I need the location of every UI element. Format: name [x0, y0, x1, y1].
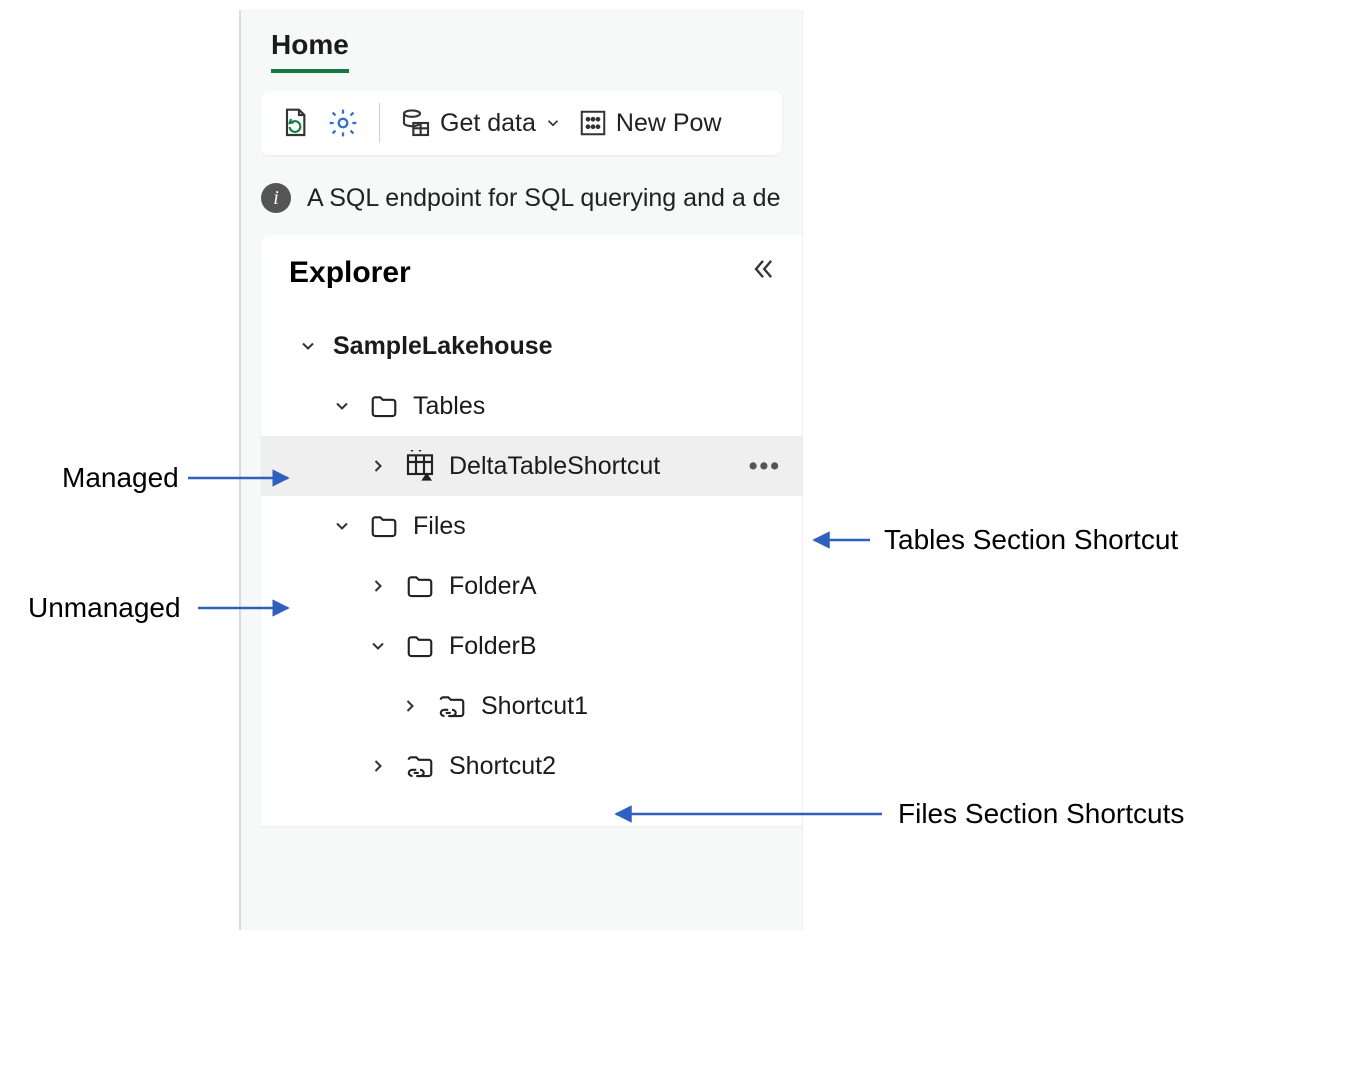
app-panel: Home: [239, 10, 803, 930]
tree-node-folder-a-label: FolderA: [449, 572, 537, 601]
new-pow-label: New Pow: [616, 109, 722, 138]
tab-home[interactable]: Home: [271, 29, 349, 73]
tree-node-tables[interactable]: Tables: [261, 376, 803, 436]
tree-node-shortcut2[interactable]: Shortcut2: [261, 736, 803, 796]
refresh-button[interactable]: [279, 107, 311, 139]
tree-node-files-label: Files: [413, 512, 466, 541]
folder-shortcut-icon: [403, 751, 437, 781]
chevron-right-icon: [365, 756, 391, 776]
annotation-unmanaged: Unmanaged: [28, 592, 181, 624]
chevron-down-icon: [329, 396, 355, 416]
chevron-down-icon: [295, 336, 321, 356]
chevron-double-left-icon: [749, 255, 777, 283]
refresh-icon: [279, 107, 311, 139]
database-table-icon: [400, 107, 432, 139]
arrow-unmanaged: [198, 598, 298, 618]
new-pow-button[interactable]: New Pow: [578, 108, 722, 138]
tree-node-tables-label: Tables: [413, 392, 485, 421]
tree-node-delta-shortcut-label: DeltaTableShortcut: [449, 452, 660, 481]
tab-row: Home: [241, 11, 802, 73]
tree-node-folder-a[interactable]: FolderA: [261, 556, 803, 616]
chevron-down-icon: [329, 516, 355, 536]
tree-root-label: SampleLakehouse: [333, 332, 553, 361]
tree-node-files[interactable]: Files: [261, 496, 803, 556]
get-data-label: Get data: [440, 109, 536, 138]
annotation-managed: Managed: [62, 462, 179, 494]
tree-node-delta-shortcut[interactable]: DeltaTableShortcut •••: [261, 436, 803, 496]
grid-dots-icon: [578, 108, 608, 138]
tree-root[interactable]: SampleLakehouse: [261, 316, 803, 376]
explorer-title: Explorer: [289, 256, 411, 290]
arrow-files-shortcuts: [612, 804, 892, 824]
annotation-files-shortcuts: Files Section Shortcuts: [898, 798, 1184, 830]
folder-shortcut-icon: [435, 691, 469, 721]
toolbar-separator: [379, 103, 380, 143]
arrow-managed: [188, 468, 298, 488]
explorer-tree: SampleLakehouse Tables: [261, 298, 803, 796]
annotation-tables-shortcut: Tables Section Shortcut: [884, 524, 1178, 556]
toolbar: Get data New Pow: [261, 91, 782, 155]
folder-icon: [367, 391, 401, 421]
gear-icon: [327, 107, 359, 139]
table-shortcut-icon: [403, 450, 437, 482]
arrow-tables-shortcut: [810, 530, 880, 550]
chevron-right-icon: [397, 696, 423, 716]
tree-node-folder-b-label: FolderB: [449, 632, 537, 661]
chevron-right-icon: [365, 576, 391, 596]
folder-icon: [403, 631, 437, 661]
info-icon: i: [261, 183, 291, 213]
explorer-panel: Explorer SampleLakehouse: [261, 235, 803, 826]
info-bar: i A SQL endpoint for SQL querying and a …: [261, 183, 782, 213]
chevron-down-icon: [365, 636, 391, 656]
tree-node-folder-b[interactable]: FolderB: [261, 616, 803, 676]
more-actions-button[interactable]: •••: [743, 452, 787, 481]
tree-node-shortcut1-label: Shortcut1: [481, 692, 588, 721]
chevron-down-icon: [544, 114, 562, 132]
tree-node-shortcut1[interactable]: Shortcut1: [261, 676, 803, 736]
tree-node-shortcut2-label: Shortcut2: [449, 752, 556, 781]
settings-button[interactable]: [327, 107, 359, 139]
info-text: A SQL endpoint for SQL querying and a de: [307, 184, 780, 213]
folder-icon: [367, 511, 401, 541]
get-data-button[interactable]: Get data: [400, 107, 562, 139]
collapse-button[interactable]: [749, 255, 777, 290]
folder-icon: [403, 571, 437, 601]
chevron-right-icon: [365, 456, 391, 476]
